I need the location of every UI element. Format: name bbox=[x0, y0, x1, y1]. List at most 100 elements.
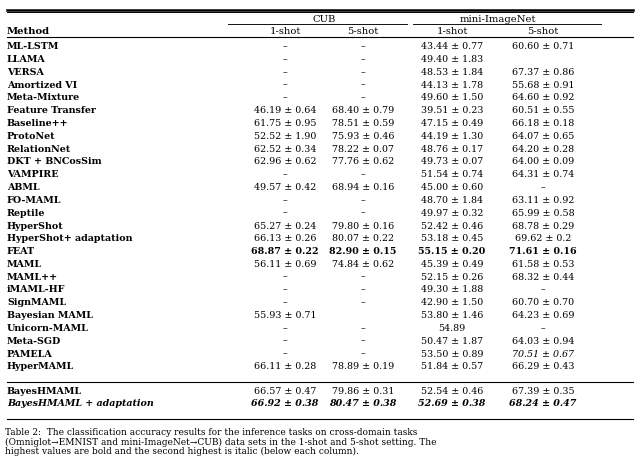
Text: 52.54 ± 0.46: 52.54 ± 0.46 bbox=[421, 387, 483, 396]
Text: MAML [11]: MAML [11] bbox=[7, 260, 67, 269]
Text: 70.51 ± 0.67: 70.51 ± 0.67 bbox=[512, 350, 574, 358]
Text: Meta-SGD: Meta-SGD bbox=[7, 337, 61, 346]
Text: mini-ImageNet: mini-ImageNet bbox=[460, 14, 536, 23]
Text: –: – bbox=[283, 286, 287, 295]
Text: –: – bbox=[283, 196, 287, 205]
Text: highest values are bold and the second highest is italic (below each column).: highest values are bold and the second h… bbox=[5, 447, 359, 456]
Text: 46.19 ± 0.64: 46.19 ± 0.64 bbox=[254, 106, 316, 115]
Text: 54.89: 54.89 bbox=[438, 324, 466, 333]
Text: 78.51 ± 0.59: 78.51 ± 0.59 bbox=[332, 119, 394, 128]
Text: 80.47 ± 0.38: 80.47 ± 0.38 bbox=[330, 399, 397, 408]
Text: 47.15 ± 0.49: 47.15 ± 0.49 bbox=[421, 119, 483, 128]
Text: Meta-Mixture: Meta-Mixture bbox=[7, 94, 80, 103]
Text: PAMELA: PAMELA bbox=[7, 350, 52, 358]
Text: 65.99 ± 0.58: 65.99 ± 0.58 bbox=[512, 209, 574, 218]
Text: RelationNet: RelationNet bbox=[7, 145, 71, 154]
Text: 62.96 ± 0.62: 62.96 ± 0.62 bbox=[253, 158, 316, 166]
Text: 62.52 ± 0.34: 62.52 ± 0.34 bbox=[254, 145, 316, 154]
Text: 68.24 ± 0.47: 68.24 ± 0.47 bbox=[509, 399, 577, 408]
Text: 82.90 ± 0.15: 82.90 ± 0.15 bbox=[330, 247, 397, 256]
Text: 74.84 ± 0.62: 74.84 ± 0.62 bbox=[332, 260, 394, 269]
Text: –: – bbox=[541, 324, 545, 333]
Text: 5-shot: 5-shot bbox=[527, 27, 559, 36]
Text: Meta-Mixture [17]: Meta-Mixture [17] bbox=[7, 94, 106, 103]
Text: 56.11 ± 0.69: 56.11 ± 0.69 bbox=[253, 260, 316, 269]
Text: BayesHMAML: BayesHMAML bbox=[7, 387, 82, 396]
Text: CUB: CUB bbox=[312, 14, 336, 23]
Text: 39.51 ± 0.23: 39.51 ± 0.23 bbox=[420, 106, 483, 115]
Text: 52.69 ± 0.38: 52.69 ± 0.38 bbox=[419, 399, 486, 408]
Text: –: – bbox=[360, 94, 365, 103]
Text: 64.03 ± 0.94: 64.03 ± 0.94 bbox=[512, 337, 574, 346]
Text: Unicorn-MAML [47]: Unicorn-MAML [47] bbox=[7, 324, 115, 333]
Text: 42.90 ± 1.50: 42.90 ± 1.50 bbox=[421, 298, 483, 307]
Text: 61.58 ± 0.53: 61.58 ± 0.53 bbox=[512, 260, 574, 269]
Text: –: – bbox=[541, 286, 545, 295]
Text: FO-MAML [26]: FO-MAML [26] bbox=[7, 196, 87, 205]
Text: 71.61 ± 0.16: 71.61 ± 0.16 bbox=[509, 247, 577, 256]
Text: 55.68 ± 0.91: 55.68 ± 0.91 bbox=[512, 81, 574, 89]
Text: –: – bbox=[360, 170, 365, 179]
Text: 64.20 ± 0.28: 64.20 ± 0.28 bbox=[512, 145, 574, 154]
Text: 51.54 ± 0.74: 51.54 ± 0.74 bbox=[421, 170, 483, 179]
Text: Baseline++: Baseline++ bbox=[7, 119, 68, 128]
Text: Feature Transfer [51]: Feature Transfer [51] bbox=[7, 106, 121, 115]
Text: 49.30 ± 1.88: 49.30 ± 1.88 bbox=[421, 286, 483, 295]
Text: 75.93 ± 0.46: 75.93 ± 0.46 bbox=[332, 132, 394, 141]
Text: LLAMA [14]: LLAMA [14] bbox=[7, 55, 71, 64]
Text: 49.60 ± 1.50: 49.60 ± 1.50 bbox=[421, 94, 483, 103]
Text: 64.07 ± 0.65: 64.07 ± 0.65 bbox=[512, 132, 574, 141]
Text: FO-MAML: FO-MAML bbox=[7, 196, 61, 205]
Text: 80.07 ± 0.22: 80.07 ± 0.22 bbox=[332, 234, 394, 243]
Text: 51.84 ± 0.57: 51.84 ± 0.57 bbox=[421, 362, 483, 371]
Text: –: – bbox=[283, 42, 287, 51]
Text: 44.19 ± 1.30: 44.19 ± 1.30 bbox=[421, 132, 483, 141]
Text: –: – bbox=[283, 350, 287, 358]
Text: 78.22 ± 0.07: 78.22 ± 0.07 bbox=[332, 145, 394, 154]
Text: 68.32 ± 0.44: 68.32 ± 0.44 bbox=[512, 273, 574, 282]
Text: 63.11 ± 0.92: 63.11 ± 0.92 bbox=[512, 196, 574, 205]
Text: MAML++: MAML++ bbox=[7, 273, 58, 282]
Text: 52.42 ± 0.46: 52.42 ± 0.46 bbox=[421, 221, 483, 231]
Text: 1-shot: 1-shot bbox=[436, 27, 468, 36]
Text: Feature Transfer: Feature Transfer bbox=[7, 106, 96, 115]
Text: HyperShot+ adaptation: HyperShot+ adaptation bbox=[7, 234, 132, 243]
Text: 48.76 ± 0.17: 48.76 ± 0.17 bbox=[421, 145, 483, 154]
Text: iMAML-HF [32]: iMAML-HF [32] bbox=[7, 286, 91, 295]
Text: 66.18 ± 0.18: 66.18 ± 0.18 bbox=[512, 119, 574, 128]
Text: 55.93 ± 0.71: 55.93 ± 0.71 bbox=[253, 311, 316, 320]
Text: –: – bbox=[283, 94, 287, 103]
Text: –: – bbox=[283, 209, 287, 218]
Text: Baseline++ [7]: Baseline++ [7] bbox=[7, 119, 88, 128]
Text: 52.15 ± 0.26: 52.15 ± 0.26 bbox=[421, 273, 483, 282]
Text: 66.29 ± 0.43: 66.29 ± 0.43 bbox=[512, 362, 574, 371]
Text: 53.50 ± 0.89: 53.50 ± 0.89 bbox=[420, 350, 483, 358]
Text: 44.13 ± 1.78: 44.13 ± 1.78 bbox=[421, 81, 483, 89]
Text: 53.80 ± 1.46: 53.80 ± 1.46 bbox=[421, 311, 483, 320]
Text: –: – bbox=[283, 337, 287, 346]
Text: 45.39 ± 0.49: 45.39 ± 0.49 bbox=[420, 260, 483, 269]
Text: SignMAML: SignMAML bbox=[7, 298, 66, 307]
Text: FEAT: FEAT bbox=[7, 247, 35, 256]
Text: 49.73 ± 0.07: 49.73 ± 0.07 bbox=[421, 158, 483, 166]
Text: Reptile: Reptile bbox=[7, 209, 45, 218]
Text: 52.52 ± 1.90: 52.52 ± 1.90 bbox=[254, 132, 316, 141]
Text: ABML [34]: ABML [34] bbox=[7, 183, 65, 192]
Text: Bayesian MAML: Bayesian MAML bbox=[7, 311, 93, 320]
Text: DKT + BNCosSim: DKT + BNCosSim bbox=[7, 158, 102, 166]
Text: 50.47 ± 1.87: 50.47 ± 1.87 bbox=[421, 337, 483, 346]
Text: 64.00 ± 0.09: 64.00 ± 0.09 bbox=[512, 158, 574, 166]
Text: Method: Method bbox=[7, 27, 50, 36]
Text: 43.44 ± 0.77: 43.44 ± 0.77 bbox=[421, 42, 483, 51]
Text: –: – bbox=[283, 273, 287, 282]
Text: –: – bbox=[283, 170, 287, 179]
Text: LLAMA: LLAMA bbox=[7, 55, 45, 64]
Text: 49.40 ± 1.83: 49.40 ± 1.83 bbox=[421, 55, 483, 64]
Text: 66.11 ± 0.28: 66.11 ± 0.28 bbox=[254, 362, 316, 371]
Text: HyperShot+ adaptation [40]: HyperShot+ adaptation [40] bbox=[7, 234, 158, 243]
Text: Reptile [26]: Reptile [26] bbox=[7, 209, 71, 218]
Text: –: – bbox=[360, 350, 365, 358]
Text: 68.78 ± 0.29: 68.78 ± 0.29 bbox=[512, 221, 574, 231]
Text: 45.00 ± 0.60: 45.00 ± 0.60 bbox=[421, 183, 483, 192]
Text: 66.13 ± 0.26: 66.13 ± 0.26 bbox=[253, 234, 316, 243]
